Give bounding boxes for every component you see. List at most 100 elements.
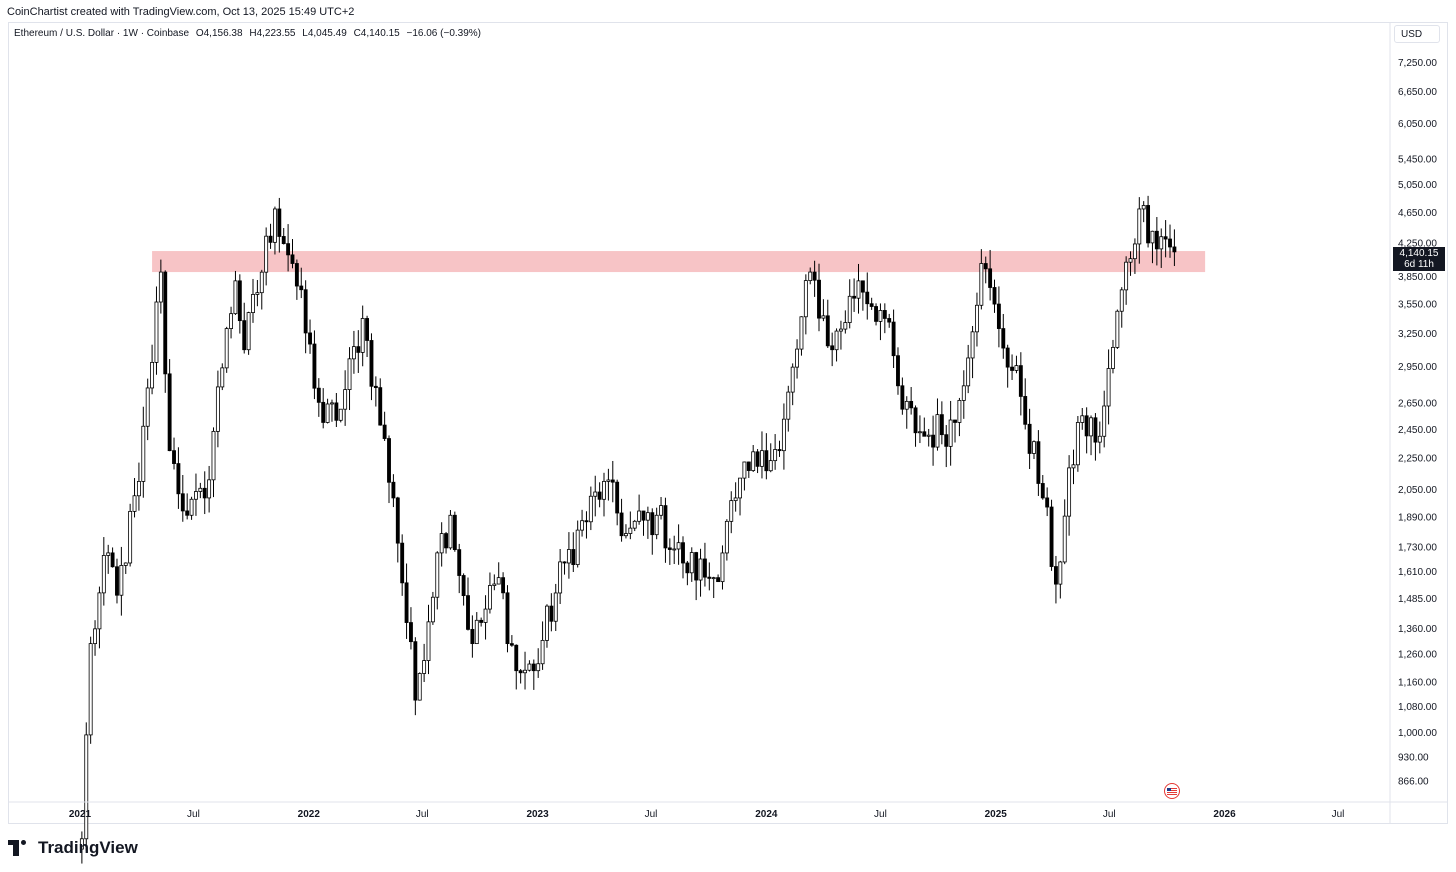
candle[interactable] [373,376,378,407]
candle[interactable] [580,509,585,537]
candle[interactable] [1124,256,1129,305]
us-flag-event-icon[interactable] [1164,783,1180,799]
candle[interactable] [470,615,475,658]
candle[interactable] [979,249,984,310]
candle[interactable] [900,377,905,415]
candle[interactable] [1102,390,1107,448]
candle[interactable] [273,206,277,255]
candle[interactable] [409,607,413,650]
candle[interactable] [764,433,769,480]
candle[interactable] [1119,287,1124,328]
candle[interactable] [233,270,238,315]
candle[interactable] [931,415,936,466]
candle[interactable] [694,551,699,601]
candle[interactable] [637,494,642,525]
candle[interactable] [128,503,133,567]
candle[interactable] [1132,238,1137,274]
candle[interactable] [483,595,488,640]
candle[interactable] [1128,251,1133,276]
candle[interactable] [136,462,141,511]
candle[interactable] [404,563,409,639]
candle[interactable] [452,511,457,552]
candle[interactable] [536,648,541,678]
candle[interactable] [795,339,800,379]
candle[interactable] [773,434,778,470]
candle[interactable] [417,672,422,701]
candle[interactable] [501,572,506,600]
candle[interactable] [720,545,725,590]
candle[interactable] [615,479,620,526]
candle[interactable] [1018,352,1023,416]
resistance-zone[interactable] [152,251,1206,273]
candle[interactable] [378,378,383,426]
candle[interactable] [672,535,677,565]
candle[interactable] [1023,378,1028,430]
candle[interactable] [825,299,830,348]
candle[interactable] [593,475,598,517]
candle[interactable] [659,496,663,520]
candle[interactable] [1172,229,1177,267]
candle[interactable] [935,398,940,451]
candle[interactable] [562,561,567,575]
candle[interactable] [755,449,760,474]
candle[interactable] [1168,224,1172,258]
candle[interactable] [448,510,453,550]
candle[interactable] [531,659,536,690]
candle[interactable] [1111,339,1115,374]
candle[interactable] [575,520,580,568]
candle[interactable] [777,440,782,457]
candle[interactable] [426,604,431,675]
candle[interactable] [597,482,602,508]
candle[interactable] [1141,201,1146,223]
candle[interactable] [308,319,312,354]
candle[interactable] [847,279,852,329]
candle[interactable] [1097,421,1102,454]
candle[interactable] [119,546,124,616]
candle[interactable] [382,411,387,441]
candle[interactable] [733,482,738,512]
candle[interactable] [786,385,791,432]
candle[interactable] [817,263,821,332]
candle[interactable] [123,562,128,574]
candle[interactable] [505,585,510,653]
candle[interactable] [944,425,949,468]
candle[interactable] [834,328,839,362]
candle[interactable] [913,405,918,447]
candle[interactable] [286,224,291,272]
candle[interactable] [746,461,751,478]
candle[interactable] [882,303,887,334]
candle[interactable] [610,460,615,503]
candle[interactable] [588,486,593,531]
candle[interactable] [1005,344,1010,388]
candle[interactable] [115,558,119,604]
candle[interactable] [141,406,146,498]
candle[interactable] [856,263,861,314]
candle[interactable] [939,401,944,445]
candle[interactable] [645,506,650,539]
candle[interactable] [650,508,655,555]
candle[interactable] [79,831,84,864]
candle[interactable] [312,330,317,400]
candle[interactable] [878,303,883,341]
candle[interactable] [220,363,225,391]
candle[interactable] [93,620,97,656]
candle[interactable] [163,270,168,393]
candle[interactable] [975,292,979,347]
currency-selector[interactable]: USD [1394,25,1440,43]
candle[interactable] [294,259,299,300]
candle[interactable] [251,278,255,323]
candle[interactable] [641,510,646,536]
candle[interactable] [1089,415,1093,456]
candle[interactable] [681,536,685,579]
candle[interactable] [571,532,576,573]
candle[interactable] [624,524,628,539]
candle[interactable] [667,538,672,565]
candle[interactable] [492,574,497,591]
candle[interactable] [356,330,361,373]
candle[interactable] [338,408,343,423]
candle[interactable] [281,227,286,245]
candle[interactable] [549,593,554,632]
candle[interactable] [259,269,264,310]
candle[interactable] [97,586,102,649]
